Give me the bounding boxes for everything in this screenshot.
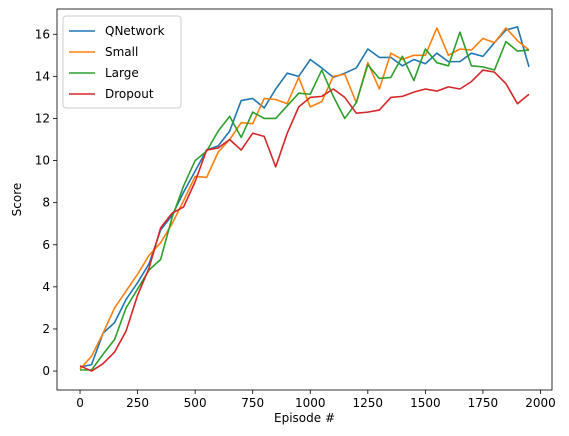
x-tick-label: 1500 xyxy=(410,396,441,410)
legend-entry: Small xyxy=(105,45,138,59)
y-tick-label: 2 xyxy=(42,322,50,336)
legend-entry: Dropout xyxy=(105,87,154,101)
y-axis-ticks: 0 2 4 6 8 10 12 14 16 xyxy=(35,27,57,378)
legend-entry: Large xyxy=(105,66,139,80)
x-tick-label: 2000 xyxy=(525,396,556,410)
series-layer xyxy=(79,26,530,372)
x-tick-label: 1000 xyxy=(295,396,326,410)
x-tick-label: 1250 xyxy=(353,396,384,410)
series-line-large xyxy=(80,31,530,371)
legend-box xyxy=(62,15,182,109)
y-tick-label: 10 xyxy=(35,154,50,168)
x-tick-label: 1750 xyxy=(468,396,499,410)
x-tick-label: 500 xyxy=(184,396,207,410)
y-tick-label: 16 xyxy=(35,27,50,41)
x-tick-label: 250 xyxy=(126,396,149,410)
x-tick-label: 0 xyxy=(76,396,84,410)
y-axis-label: Score xyxy=(10,183,24,217)
legend-entry: QNetwork xyxy=(105,24,165,38)
y-tick-label: 12 xyxy=(35,111,50,125)
y-tick-label: 6 xyxy=(42,238,50,252)
series-line-dropout xyxy=(79,69,530,372)
y-tick-label: 0 xyxy=(42,364,50,378)
plot-area-frame xyxy=(56,8,553,391)
y-tick-label: 4 xyxy=(42,280,50,294)
x-axis-ticks: 0 250 500 750 1000 1250 1500 1750 2000 xyxy=(76,390,556,410)
y-tick-label: 14 xyxy=(35,69,50,83)
legend: QNetwork Small Large Dropout xyxy=(62,15,182,109)
x-axis-label: Episode # xyxy=(274,411,335,425)
y-tick-label: 8 xyxy=(42,196,50,210)
x-tick-label: 750 xyxy=(241,396,264,410)
